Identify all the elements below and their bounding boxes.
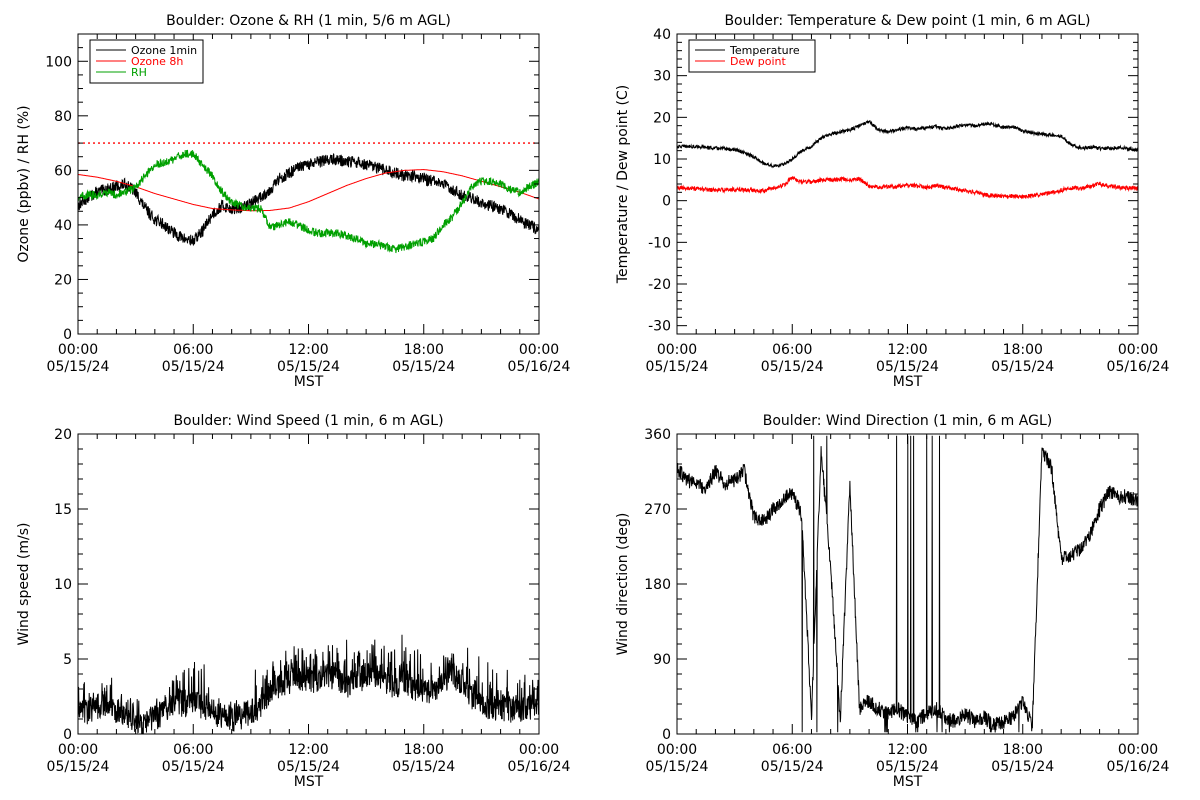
x-tick-date-label: 05/15/24 [162,759,225,775]
x-tick-date-label: 05/15/24 [991,759,1054,775]
y-tick-label: 270 [644,502,671,518]
x-tick-time-label: 06:00 [772,742,812,758]
x-tick-date-label: 05/15/24 [47,359,110,375]
chart-title: Boulder: Wind Direction (1 min, 6 m AGL) [763,413,1052,429]
x-tick-date-label: 05/16/24 [1107,759,1170,775]
legend-entry-label: Ozone 8h [131,55,183,68]
x-tick-date-label: 05/15/24 [761,359,824,375]
x-tick-time-label: 06:00 [173,342,213,358]
y-tick-label: 15 [54,502,72,518]
x-tick-time-label: 12:00 [288,342,328,358]
x-tick-time-label: 00:00 [657,342,697,358]
y-axis-label: Wind direction (deg) [615,513,631,656]
x-tick-time-label: 00:00 [657,742,697,758]
x-tick-time-label: 18:00 [404,742,444,758]
x-tick-time-label: 06:00 [772,342,812,358]
y-tick-label: 100 [45,54,72,70]
series-line-wind-direction [677,435,1138,733]
x-tick-date-label: 05/15/24 [277,359,340,375]
x-tick-date-label: 05/15/24 [277,759,340,775]
x-axis-label: MST [893,774,923,790]
chart-panel-3: Boulder: Wind Direction (1 min, 6 m AGL)… [615,413,1170,790]
series-line-temperature [677,119,1138,169]
y-tick-label: 360 [644,427,671,443]
y-tick-label: 5 [63,652,72,668]
y-tick-label: 0 [662,194,671,210]
x-tick-time-label: 18:00 [404,342,444,358]
y-tick-label: 180 [644,577,671,593]
x-tick-time-label: 00:00 [1118,742,1158,758]
chart-panel-1: Boulder: Temperature & Dew point (1 min,… [615,13,1170,390]
series-line-wind-speed [78,634,539,734]
x-axis-label: MST [294,374,324,390]
x-tick-date-label: 05/15/24 [646,359,709,375]
x-tick-date-label: 05/15/24 [761,759,824,775]
y-axis-label: Ozone (ppbv) / RH (%) [16,105,32,262]
x-tick-time-label: 00:00 [519,342,559,358]
y-tick-label: 30 [653,69,671,85]
legend-box [688,39,816,73]
chart-title: Boulder: Ozone & RH (1 min, 5/6 m AGL) [166,13,451,29]
x-tick-time-label: 00:00 [1118,342,1158,358]
y-tick-label: 60 [54,163,72,179]
x-tick-date-label: 05/15/24 [162,359,225,375]
x-tick-time-label: 12:00 [887,742,927,758]
legend-entry-label: Ozone 1min [131,44,197,57]
y-tick-label: 10 [653,152,671,168]
y-tick-label: 40 [653,27,671,43]
y-tick-label: 90 [653,652,671,668]
x-tick-date-label: 05/15/24 [876,759,939,775]
series-line-rh [78,149,539,254]
x-tick-time-label: 00:00 [58,742,98,758]
y-tick-label: -30 [648,319,671,335]
x-tick-date-label: 05/15/24 [47,759,110,775]
x-axis-label: MST [893,374,923,390]
x-tick-date-label: 05/16/24 [508,359,571,375]
x-tick-date-label: 05/16/24 [1107,359,1170,375]
x-tick-date-label: 05/15/24 [991,359,1054,375]
x-tick-time-label: 18:00 [1003,742,1043,758]
y-tick-label: 0 [63,727,72,743]
y-tick-label: 40 [54,218,72,234]
chart-panel-2: Boulder: Wind Speed (1 min, 6 m AGL) Wind… [16,413,571,790]
y-tick-label: 0 [63,327,72,343]
y-tick-label: 0 [662,727,671,743]
x-tick-date-label: 05/15/24 [646,759,709,775]
y-axis-label: Wind speed (m/s) [16,523,32,646]
y-tick-label: 80 [54,109,72,125]
x-tick-time-label: 12:00 [288,742,328,758]
x-tick-date-label: 05/16/24 [508,759,571,775]
x-tick-time-label: 12:00 [887,342,927,358]
chart-title: Boulder: Temperature & Dew point (1 min,… [724,13,1090,29]
chart-title: Boulder: Wind Speed (1 min, 6 m AGL) [173,413,443,429]
x-tick-date-label: 05/15/24 [876,359,939,375]
plot-frame [77,433,540,735]
x-tick-time-label: 00:00 [519,742,559,758]
y-tick-label: -20 [648,277,671,293]
x-tick-date-label: 05/15/24 [392,759,455,775]
x-axis-label: MST [294,774,324,790]
legend-entry-label: Dew point [730,55,786,68]
y-tick-label: 20 [54,272,72,288]
y-tick-label: 20 [54,427,72,443]
y-axis-label: Temperature / Dew point (C) [615,85,631,284]
series-line-dew-point [677,175,1138,200]
chart-panel-0: Boulder: Ozone & RH (1 min, 5/6 m AGL) Oz… [16,13,571,390]
x-tick-time-label: 00:00 [58,342,98,358]
y-tick-label: 10 [54,577,72,593]
y-tick-label: 20 [653,110,671,126]
legend-entry-label: Temperature [729,44,800,57]
y-tick-label: -10 [648,235,671,251]
legend-entry-label: RH [131,66,147,79]
x-tick-time-label: 06:00 [173,742,213,758]
x-tick-date-label: 05/15/24 [392,359,455,375]
series-line-ozone-8h [78,168,539,212]
x-tick-time-label: 18:00 [1003,342,1043,358]
